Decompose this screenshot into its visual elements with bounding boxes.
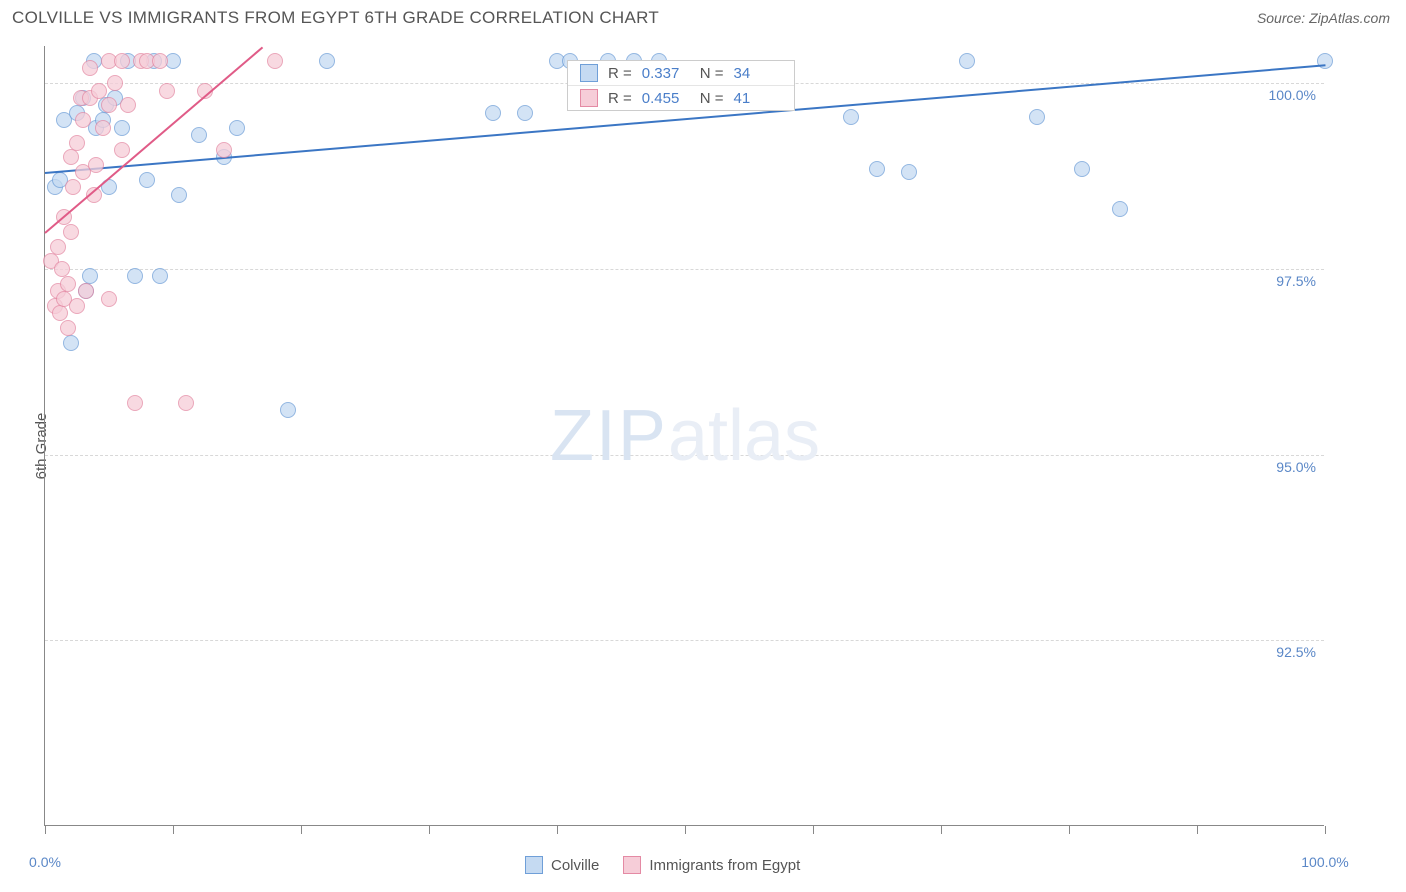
data-point: [101, 291, 117, 307]
x-tick: [429, 826, 430, 834]
r-value: 0.337: [642, 65, 690, 82]
data-point: [267, 53, 283, 69]
data-point: [901, 164, 917, 180]
gridline: [45, 455, 1324, 456]
gridline: [45, 640, 1324, 641]
data-point: [114, 120, 130, 136]
n-value: 41: [734, 90, 782, 107]
data-point: [280, 402, 296, 418]
plot-area: 100.0%97.5%95.0%92.5%0.0%100.0%ZIPatlasR…: [44, 46, 1324, 826]
n-label: N =: [700, 65, 724, 82]
y-tick-label: 100.0%: [1269, 87, 1316, 103]
data-point: [95, 120, 111, 136]
x-tick: [301, 826, 302, 834]
x-tick: [1197, 826, 1198, 834]
r-label: R =: [608, 65, 632, 82]
data-point: [127, 268, 143, 284]
x-tick-label: 100.0%: [1301, 854, 1348, 870]
data-point: [1074, 161, 1090, 177]
data-point: [159, 83, 175, 99]
data-point: [114, 142, 130, 158]
data-point: [52, 305, 68, 321]
y-tick-label: 97.5%: [1276, 273, 1316, 289]
x-tick: [941, 826, 942, 834]
y-tick-label: 92.5%: [1276, 644, 1316, 660]
data-point: [54, 261, 70, 277]
y-tick-label: 95.0%: [1276, 459, 1316, 475]
data-point: [63, 224, 79, 240]
x-tick: [45, 826, 46, 834]
stats-legend-row: R = 0.455 N = 41: [568, 86, 794, 110]
n-label: N =: [700, 90, 724, 107]
data-point: [63, 149, 79, 165]
data-point: [69, 298, 85, 314]
data-point: [69, 135, 85, 151]
source-label: Source: ZipAtlas.com: [1257, 10, 1390, 26]
data-point: [91, 83, 107, 99]
x-tick: [813, 826, 814, 834]
data-point: [78, 283, 94, 299]
gridline: [45, 269, 1324, 270]
legend-item: Colville: [525, 856, 599, 874]
x-tick: [1325, 826, 1326, 834]
x-tick: [1069, 826, 1070, 834]
data-point: [65, 179, 81, 195]
data-point: [178, 395, 194, 411]
data-point: [152, 53, 168, 69]
legend-swatch: [525, 856, 543, 874]
data-point: [1029, 109, 1045, 125]
data-point: [120, 97, 136, 113]
legend-swatch: [580, 89, 598, 107]
legend-label: Colville: [551, 857, 599, 874]
x-tick: [557, 826, 558, 834]
chart-title: COLVILLE VS IMMIGRANTS FROM EGYPT 6TH GR…: [12, 8, 659, 28]
data-point: [171, 187, 187, 203]
legend-item: Immigrants from Egypt: [623, 856, 800, 874]
data-point: [75, 112, 91, 128]
data-point: [107, 75, 123, 91]
data-point: [127, 395, 143, 411]
data-point: [63, 335, 79, 351]
data-point: [152, 268, 168, 284]
data-point: [843, 109, 859, 125]
data-point: [485, 105, 501, 121]
x-tick-label: 0.0%: [29, 854, 61, 870]
stats-legend-row: R = 0.337 N = 34: [568, 61, 794, 86]
x-tick: [685, 826, 686, 834]
chart-container: 100.0%97.5%95.0%92.5%0.0%100.0%ZIPatlasR…: [44, 46, 1394, 846]
data-point: [1112, 201, 1128, 217]
data-point: [50, 239, 66, 255]
data-point: [191, 127, 207, 143]
data-point: [101, 97, 117, 113]
data-point: [114, 53, 130, 69]
stats-legend: R = 0.337 N = 34 R = 0.455 N = 41: [567, 60, 795, 111]
data-point: [216, 142, 232, 158]
legend-swatch: [623, 856, 641, 874]
data-point: [517, 105, 533, 121]
legend-swatch: [580, 64, 598, 82]
x-tick: [173, 826, 174, 834]
data-point: [60, 320, 76, 336]
data-point: [959, 53, 975, 69]
data-point: [82, 268, 98, 284]
data-point: [139, 172, 155, 188]
data-point: [869, 161, 885, 177]
data-point: [88, 157, 104, 173]
legend-label: Immigrants from Egypt: [649, 857, 800, 874]
watermark: ZIPatlas: [550, 395, 820, 477]
series-legend: Colville Immigrants from Egypt: [525, 856, 800, 874]
r-value: 0.455: [642, 90, 690, 107]
r-label: R =: [608, 90, 632, 107]
data-point: [319, 53, 335, 69]
n-value: 34: [734, 65, 782, 82]
data-point: [229, 120, 245, 136]
data-point: [82, 60, 98, 76]
data-point: [60, 276, 76, 292]
